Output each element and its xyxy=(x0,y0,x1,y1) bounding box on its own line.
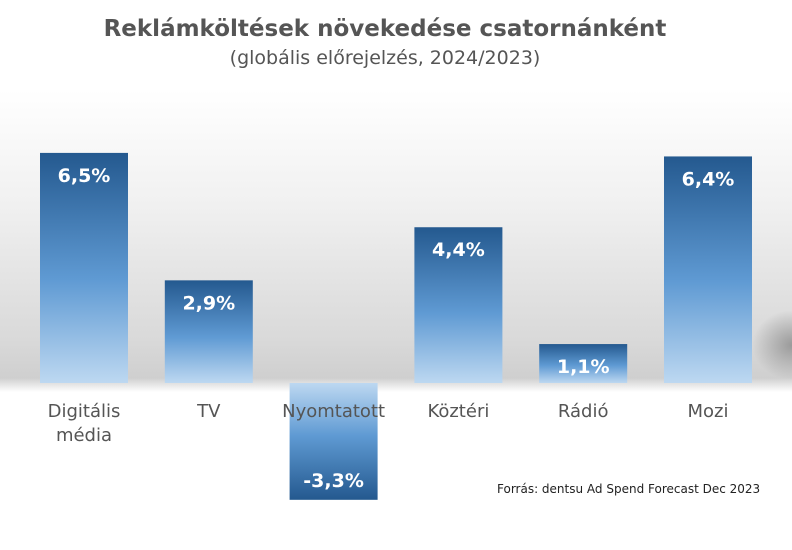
bar xyxy=(539,344,628,383)
category-label: Köztéri xyxy=(427,401,489,422)
category-label: Rádió xyxy=(558,401,609,422)
bar xyxy=(289,383,378,500)
category-label: média xyxy=(56,425,112,446)
category-label: Mozi xyxy=(688,401,729,422)
data-label: 4,4% xyxy=(432,239,485,261)
category-label: TV xyxy=(196,401,221,422)
category-label: Nyomtatott xyxy=(282,401,385,422)
bar xyxy=(414,227,503,383)
data-label: 6,4% xyxy=(682,168,735,190)
data-label: 1,1% xyxy=(557,356,610,378)
background-shadow xyxy=(752,310,792,380)
chart-title: Reklámköltések növekedése csatornánként xyxy=(103,16,667,42)
data-label: 2,9% xyxy=(182,292,235,314)
bar xyxy=(664,156,752,383)
category-label: Digitális xyxy=(48,401,121,422)
source-note: Forrás: dentsu Ad Spend Forecast Dec 202… xyxy=(497,482,761,496)
data-label: -3,3% xyxy=(303,470,364,492)
chart-subtitle: (globális előrejelzés, 2024/2023) xyxy=(229,47,541,69)
bar xyxy=(164,280,253,383)
data-label: 6,5% xyxy=(58,165,111,187)
bar xyxy=(40,152,128,383)
